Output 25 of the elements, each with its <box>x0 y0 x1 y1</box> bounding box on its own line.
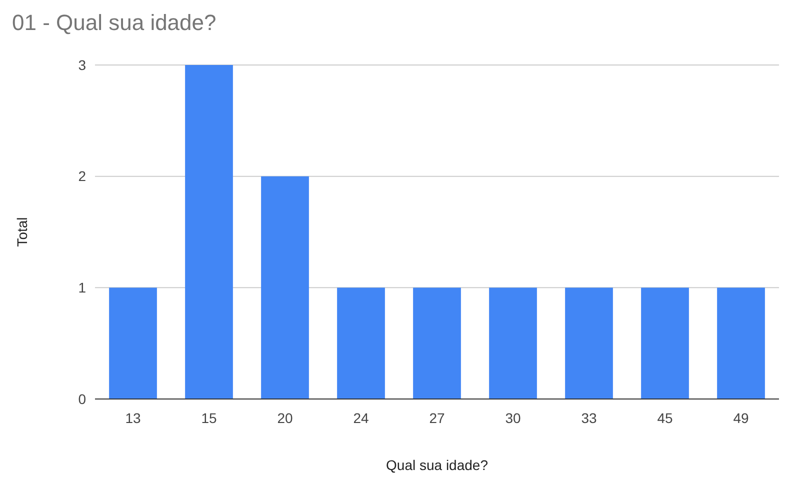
x-tick-label: 24 <box>353 410 369 426</box>
y-tick-label: 2 <box>78 168 86 184</box>
x-tick-label: 27 <box>429 410 445 426</box>
x-tick-label: 49 <box>733 410 749 426</box>
chart-title: 01 - Qual sua idade? <box>12 10 216 35</box>
x-tick-label: 33 <box>581 410 597 426</box>
bar <box>717 288 765 399</box>
y-tick-label: 3 <box>78 56 86 73</box>
x-tick-label: 15 <box>201 410 217 426</box>
bar <box>185 65 233 399</box>
bar <box>489 288 537 399</box>
y-axis-title: Total <box>14 217 30 247</box>
bar <box>641 288 689 399</box>
bar <box>413 288 461 399</box>
bar <box>337 288 385 399</box>
y-tick-label: 1 <box>78 280 86 296</box>
bar <box>261 176 309 399</box>
x-tick-label: 45 <box>657 410 673 426</box>
bar <box>109 288 157 399</box>
x-tick-label: 20 <box>277 410 293 426</box>
x-tick-label: 30 <box>505 410 521 426</box>
y-tick-label: 0 <box>78 390 86 407</box>
x-axis-title: Qual sua idade? <box>386 457 488 473</box>
x-tick-label: 13 <box>125 410 141 426</box>
bar <box>565 288 613 399</box>
